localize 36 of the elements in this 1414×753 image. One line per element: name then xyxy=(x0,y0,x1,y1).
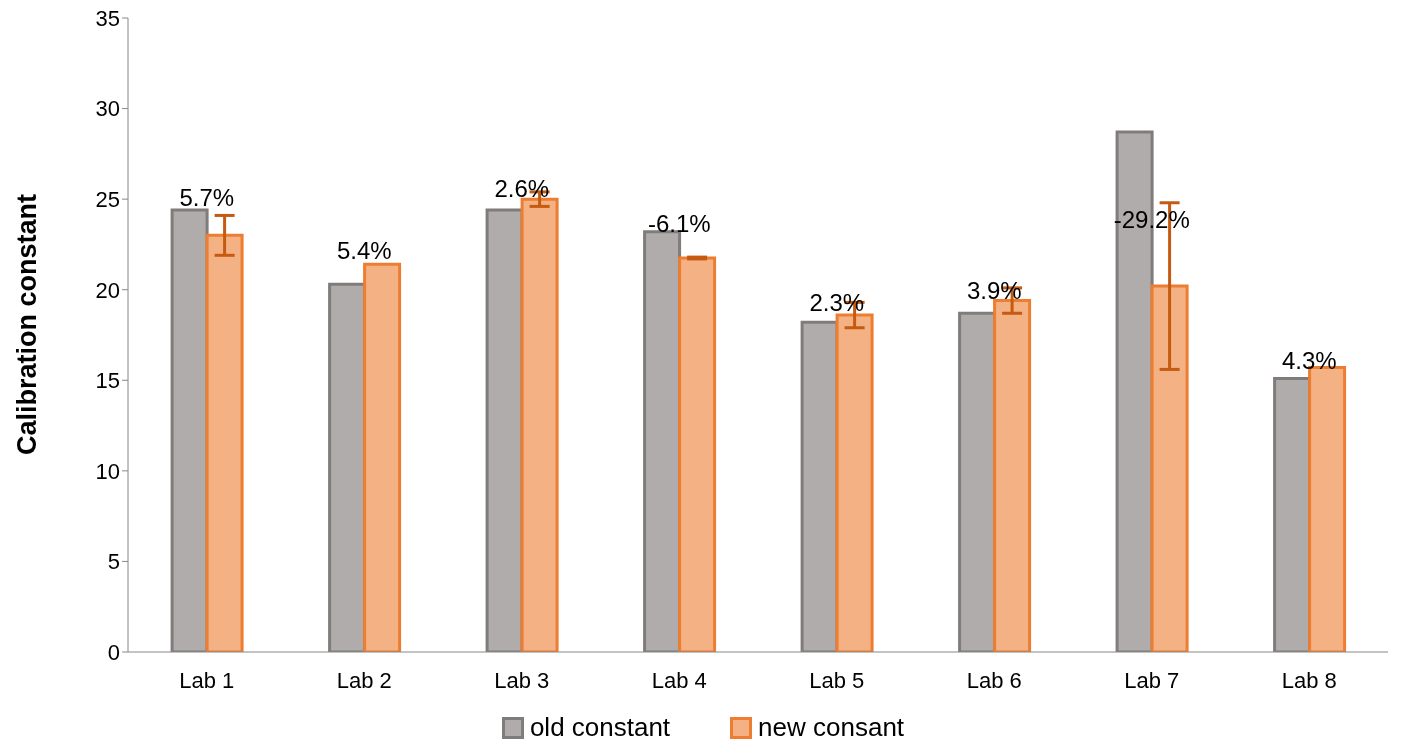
y-axis-title: Calibration constant xyxy=(11,193,42,455)
annotation: 5.4% xyxy=(336,236,392,264)
y-tick-label: 5 xyxy=(107,549,120,575)
bar xyxy=(835,313,874,652)
bar xyxy=(205,233,244,652)
bar xyxy=(800,320,839,652)
annotation: 2.3% xyxy=(809,289,865,317)
bar xyxy=(1150,284,1189,652)
y-tick-label: 25 xyxy=(95,186,120,212)
bar xyxy=(520,197,559,652)
x-tick-label: Lab 2 xyxy=(336,667,392,693)
x-tick-label: Lab 6 xyxy=(966,667,1022,693)
annotation: 5.7% xyxy=(179,184,235,212)
annotation: 2.6% xyxy=(494,175,550,203)
y-tick-label: 0 xyxy=(107,639,120,665)
y-tick-label: 10 xyxy=(95,458,120,484)
y-tick-label: 30 xyxy=(95,96,120,122)
bar xyxy=(363,262,402,652)
x-tick-label: Lab 4 xyxy=(651,667,707,693)
x-tick-label: Lab 7 xyxy=(1124,667,1180,693)
y-tick-label: 15 xyxy=(95,368,120,394)
y-tick-label: 35 xyxy=(95,5,120,31)
legend-label: old constant xyxy=(528,712,671,743)
bar xyxy=(643,230,682,652)
annotation: -6.1% xyxy=(647,209,711,237)
bar xyxy=(678,256,717,652)
x-tick-label: Lab 8 xyxy=(1281,667,1337,693)
x-tick-label: Lab 5 xyxy=(809,667,865,693)
annotation: 4.3% xyxy=(1281,347,1337,375)
y-tick-label: 20 xyxy=(95,277,120,303)
x-tick-label: Lab 1 xyxy=(179,667,235,693)
legend-label: new consant xyxy=(757,712,905,743)
bar xyxy=(993,299,1032,652)
bar xyxy=(485,208,524,652)
x-tick-label: Lab 3 xyxy=(494,667,550,693)
bar xyxy=(170,208,209,652)
